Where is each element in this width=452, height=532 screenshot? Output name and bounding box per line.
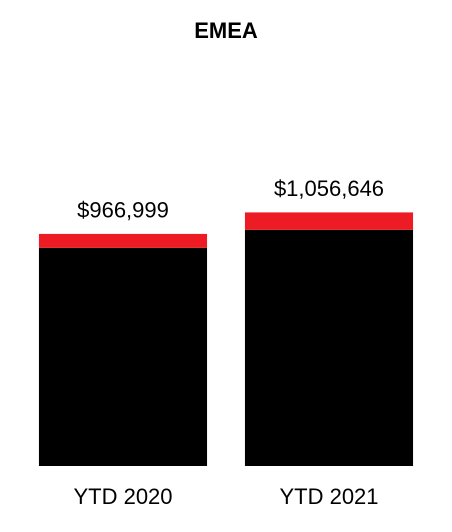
bar-segment [244,229,414,466]
bar-segment [38,233,208,248]
x-tick-label: YTD 2020 [73,484,172,509]
bar-segment [38,247,208,466]
x-tick-label: YTD 2021 [279,484,378,509]
chart-title: EMEA [194,18,258,43]
bar-segment [244,212,414,230]
total-label: $1,056,646 [274,176,384,201]
total-label: $966,999 [77,198,169,223]
